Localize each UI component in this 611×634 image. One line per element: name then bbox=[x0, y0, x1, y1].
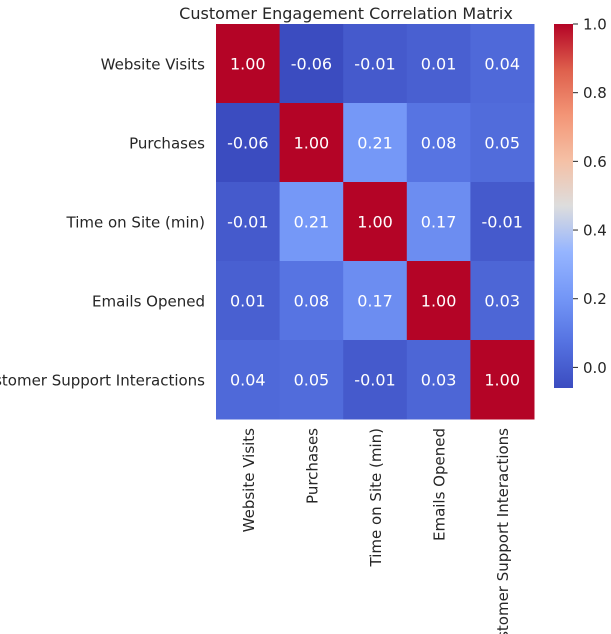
heatmap-cell bbox=[406, 103, 471, 183]
heatmap-cell bbox=[343, 340, 408, 420]
cell-value-label: -0.06 bbox=[291, 55, 332, 74]
cell-value-label: -0.01 bbox=[481, 213, 522, 232]
row-label: Website Visits bbox=[101, 56, 206, 74]
heatmap-cell bbox=[216, 340, 281, 420]
cell-value-label: 1.00 bbox=[421, 292, 457, 311]
heatmap-cell bbox=[470, 182, 535, 262]
heatmap-cell bbox=[216, 261, 281, 341]
cell-value-label: 0.21 bbox=[357, 134, 393, 153]
chart-title: Customer Engagement Correlation Matrix bbox=[179, 4, 513, 23]
heatmap-cell bbox=[470, 340, 535, 420]
cell-value-label: -0.06 bbox=[227, 134, 268, 153]
cell-value-label: 1.00 bbox=[230, 55, 266, 74]
column-label: Time on Site (min) bbox=[367, 428, 385, 568]
cell-value-label: 0.21 bbox=[294, 213, 330, 232]
row-labels: Website Visits Purchases Time on Site (min… bbox=[0, 56, 205, 390]
heatmap-cell bbox=[216, 103, 281, 183]
cell-value-label: 0.08 bbox=[421, 134, 457, 153]
heatmap-cell bbox=[279, 103, 344, 183]
cell-value-label: -0.01 bbox=[354, 55, 395, 74]
cell-value-label: 0.03 bbox=[484, 292, 520, 311]
heatmap-cell bbox=[343, 261, 408, 341]
colorbar-gradient bbox=[554, 24, 573, 388]
heatmap-cell bbox=[470, 103, 535, 183]
heatmap-cell bbox=[343, 182, 408, 262]
heatmap-cell bbox=[406, 340, 471, 420]
cell-value-label: 0.04 bbox=[484, 55, 520, 74]
row-label: Customer Support Interactions bbox=[0, 372, 205, 390]
cell-value-label: 0.05 bbox=[484, 134, 520, 153]
heatmap-cell bbox=[279, 182, 344, 262]
cell-value-label: 0.04 bbox=[230, 371, 266, 390]
cell-value-label: -0.01 bbox=[227, 213, 268, 232]
colorbar-tick-label: 0.8 bbox=[583, 84, 607, 102]
heatmap-cells: 1.00 -0.06 -0.01 0.01 0.04 -0.06 1.00 0.21 0.08 0… bbox=[216, 24, 535, 420]
cell-value-label: 0.08 bbox=[294, 292, 330, 311]
heatmap-cell bbox=[343, 24, 408, 104]
colorbar-tick-label: 0.4 bbox=[583, 222, 607, 240]
cell-value-label: 0.05 bbox=[294, 371, 330, 390]
cell-value-label: 1.00 bbox=[484, 371, 520, 390]
column-label: Website Visits bbox=[240, 428, 258, 533]
cell-value-label: 0.01 bbox=[230, 292, 266, 311]
column-label: Purchases bbox=[303, 428, 321, 504]
colorbar-tick-label: 0.6 bbox=[583, 153, 607, 171]
cell-value-label: 0.17 bbox=[357, 292, 393, 311]
colorbar-tick-label: 0.0 bbox=[583, 359, 607, 377]
colorbar-tick-label: 1.0 bbox=[583, 16, 607, 34]
colorbar: 0.0 0.2 0.4 0.6 0.8 1.0 bbox=[554, 16, 607, 388]
heatmap-cell bbox=[279, 261, 344, 341]
colorbar-ticks: 0.0 0.2 0.4 0.6 0.8 1.0 bbox=[573, 16, 607, 377]
heatmap-cell bbox=[216, 182, 281, 262]
heatmap-cell bbox=[470, 24, 535, 104]
cell-value-label: 1.00 bbox=[357, 213, 393, 232]
row-label: Time on Site (min) bbox=[66, 214, 206, 232]
heatmap-cell bbox=[216, 24, 281, 104]
heatmap-cell bbox=[279, 24, 344, 104]
heatmap-cell bbox=[406, 261, 471, 341]
cell-value-label: -0.01 bbox=[354, 371, 395, 390]
heatmap-cell bbox=[406, 182, 471, 262]
colorbar-tick-label: 0.2 bbox=[583, 290, 607, 308]
column-label: Emails Opened bbox=[431, 428, 449, 541]
row-label: Emails Opened bbox=[92, 293, 205, 311]
cell-value-label: 0.01 bbox=[421, 55, 457, 74]
cell-value-label: 0.03 bbox=[421, 371, 457, 390]
row-label: Purchases bbox=[129, 135, 205, 153]
cell-value-label: 1.00 bbox=[294, 134, 330, 153]
heatmap-cell bbox=[406, 24, 471, 104]
cell-value-label: 0.17 bbox=[421, 213, 457, 232]
heatmap-cell bbox=[279, 340, 344, 420]
heatmap-cell bbox=[343, 103, 408, 183]
heatmap-cell bbox=[470, 261, 535, 341]
column-labels: Website Visits Purchases Time on Site (min… bbox=[240, 428, 512, 634]
column-label: Customer Support Interactions bbox=[494, 428, 512, 634]
